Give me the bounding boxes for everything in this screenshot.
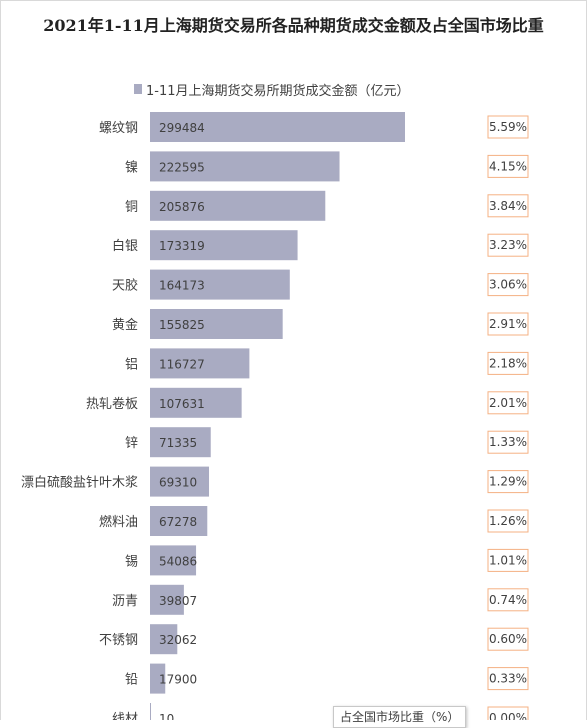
category-label: 螺纹钢 — [99, 121, 138, 136]
share-label: 0.74% — [489, 593, 527, 607]
tooltip-label: 占全国市场比重（%） — [340, 710, 460, 724]
share-label: 2.18% — [489, 356, 527, 370]
share-label: 1.33% — [489, 435, 527, 449]
category-label: 沥青 — [112, 594, 138, 609]
share-box — [487, 154, 529, 178]
bar — [150, 624, 178, 655]
share-label: 3.84% — [489, 199, 527, 213]
share-box — [487, 351, 529, 375]
category-label: 线材 — [112, 712, 138, 720]
share-label: 1.29% — [489, 475, 527, 489]
data-label: 69310 — [159, 476, 197, 490]
data-label: 17900 — [159, 673, 197, 687]
bar — [150, 151, 340, 182]
category-label: 铝 — [125, 357, 138, 372]
bar — [150, 309, 283, 339]
share-label: 5.59% — [489, 120, 527, 134]
chart-title: 2021年1-11月上海期货交易所各品种期货成交金额及占全国市场比重 — [43, 16, 544, 35]
bar — [150, 269, 290, 300]
bar — [150, 387, 242, 418]
legend-label: 1-11月上海期货交易所期货成交金额（亿元） — [146, 83, 410, 99]
share-label: 4.15% — [489, 159, 527, 173]
data-label: 54086 — [159, 554, 197, 568]
share-label: 1.26% — [489, 514, 527, 528]
data-label: 155825 — [159, 318, 205, 332]
bar — [150, 703, 151, 720]
data-label: 32062 — [159, 633, 197, 647]
bar — [150, 663, 166, 694]
share-box — [487, 667, 529, 691]
bar — [150, 112, 405, 142]
share-box — [487, 588, 529, 612]
share-box — [487, 115, 529, 139]
data-label: 107631 — [159, 397, 205, 411]
data-label: 116727 — [159, 357, 205, 371]
share-box — [487, 548, 529, 572]
share-label: 0.60% — [489, 632, 527, 646]
share-label: 3.06% — [489, 278, 527, 292]
bar — [150, 427, 211, 458]
share-box — [487, 391, 529, 415]
bar — [150, 230, 298, 261]
category-label: 铅 — [125, 673, 138, 688]
data-label: 67278 — [159, 515, 197, 529]
bar — [150, 584, 184, 615]
category-label: 燃料油 — [99, 514, 138, 530]
bar — [150, 466, 210, 497]
data-label: 164173 — [159, 279, 205, 293]
share-series-tooltip: 占全国市场比重（%） — [333, 706, 467, 728]
data-label: 299484 — [159, 121, 205, 135]
category-label: 漂白硫酸盐针叶木浆 — [21, 475, 138, 491]
share-label: 2.01% — [489, 396, 527, 410]
category-label: 黄金 — [112, 317, 138, 333]
data-label: 39807 — [159, 594, 197, 608]
bar — [150, 190, 326, 221]
share-label: 0.33% — [489, 672, 527, 686]
share-box — [487, 470, 529, 494]
share-label: 3.23% — [489, 238, 527, 252]
bar — [150, 545, 197, 576]
share-box — [487, 627, 529, 651]
category-label: 锌 — [125, 436, 138, 451]
share-box — [487, 194, 529, 218]
category-label: 铜 — [125, 200, 138, 215]
legend-swatch — [134, 84, 142, 94]
share-label: 2.91% — [489, 317, 527, 331]
category-label: 锡 — [125, 554, 138, 569]
category-label: 不锈钢 — [99, 633, 138, 648]
data-label: 205876 — [159, 200, 205, 214]
bar — [150, 506, 208, 536]
data-label: 222595 — [159, 160, 205, 174]
category-label: 镍 — [125, 160, 138, 175]
bar — [150, 348, 250, 379]
data-label: 173319 — [159, 239, 205, 253]
share-box — [487, 273, 529, 297]
chart-legend: 1-11月上海期货交易所期货成交金额（亿元） — [134, 80, 410, 99]
share-box — [487, 312, 529, 336]
share-label: 1.01% — [489, 553, 527, 567]
share-label: 0.00% — [489, 711, 527, 720]
category-label: 白银 — [112, 238, 138, 254]
share-box — [487, 706, 529, 720]
category-label: 天胶 — [112, 278, 138, 294]
data-label: 71335 — [159, 436, 197, 450]
share-box — [487, 233, 529, 257]
share-box — [487, 509, 529, 533]
share-box — [487, 430, 529, 454]
data-label: 10 — [159, 712, 174, 720]
category-label: 热轧卷板 — [86, 396, 138, 412]
